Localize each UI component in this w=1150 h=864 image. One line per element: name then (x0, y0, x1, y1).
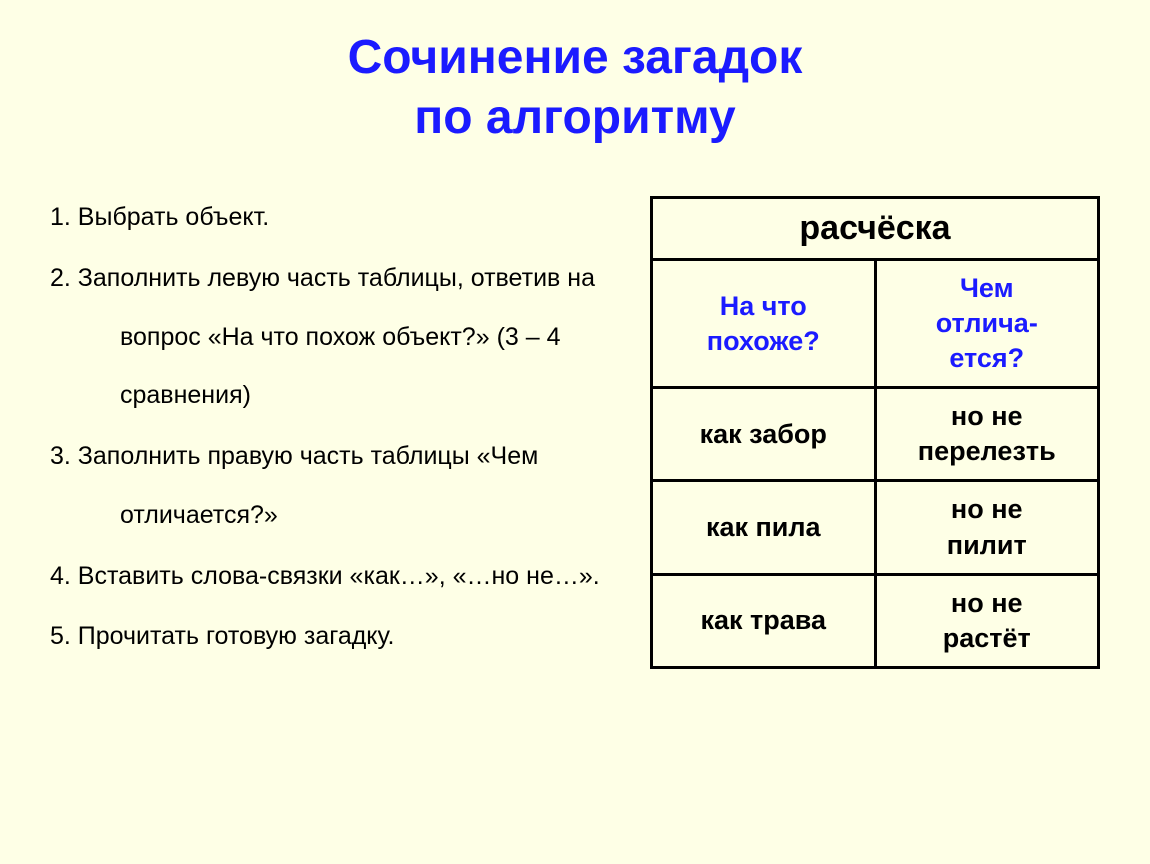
table-row: как трава но не растёт (652, 574, 1099, 667)
example-table-wrap: расчёска На что похоже? Чем отлича- ется… (650, 188, 1100, 669)
step-5: 5. Прочитать готовую загадку. (50, 607, 620, 666)
row1-right-l1: но не (951, 401, 1023, 431)
row3-right-l1: но не (951, 588, 1023, 618)
table-title: расчёска (799, 209, 950, 247)
riddle-table: расчёска На что похоже? Чем отлича- ется… (650, 196, 1100, 669)
table-row: как пила но не пилит (652, 481, 1099, 574)
row1-right-l2: перелезть (918, 436, 1056, 466)
table-header-row: На что похоже? Чем отлича- ется? (652, 260, 1099, 388)
step-3-text: 3. Заполнить правую часть таблицы «Чем о… (50, 442, 538, 529)
table-title-cell: расчёска (652, 198, 1099, 260)
col2-header: Чем отлича- ется? (875, 260, 1099, 388)
title-line-2: по алгоритму (414, 91, 735, 144)
row2-right: но не пилит (875, 481, 1099, 574)
row2-right-l1: но не (951, 494, 1023, 524)
row3-left: как трава (652, 574, 876, 667)
step-3: 3. Заполнить правую часть таблицы «Чем о… (50, 427, 620, 545)
row1-left-text: как забор (700, 419, 827, 449)
col2-l3: ется? (949, 343, 1024, 373)
step-4-text: 4. Вставить слова-связки «как…», «…но не… (50, 562, 600, 590)
title-line-1: Сочинение загадок (348, 31, 803, 84)
row3-left-text: как трава (700, 605, 826, 635)
row3-right-l2: растёт (943, 623, 1031, 653)
content-row: 1. Выбрать объект. 2. Заполнить левую ча… (50, 188, 1100, 669)
step-2: 2. Заполнить левую часть таблицы, ответи… (50, 249, 620, 425)
row2-left-text: как пила (706, 512, 821, 542)
step-1: 1. Выбрать объект. (50, 188, 620, 247)
col1-l1: На что (720, 291, 807, 321)
col1-l2: похоже? (707, 326, 820, 356)
row3-right: но не растёт (875, 574, 1099, 667)
step-2-text: 2. Заполнить левую часть таблицы, ответи… (50, 264, 595, 410)
step-5-text: 5. Прочитать готовую загадку. (50, 622, 394, 650)
steps-list: 1. Выбрать объект. 2. Заполнить левую ча… (50, 188, 620, 669)
step-1-text: 1. Выбрать объект. (50, 203, 269, 231)
col2-l2: отлича- (936, 308, 1038, 338)
row2-left: как пила (652, 481, 876, 574)
table-row: как забор но не перелезть (652, 388, 1099, 481)
col1-header: На что похоже? (652, 260, 876, 388)
row2-right-l2: пилит (947, 530, 1027, 560)
row1-left: как забор (652, 388, 876, 481)
table-title-row: расчёска (652, 198, 1099, 260)
step-4: 4. Вставить слова-связки «как…», «…но не… (50, 547, 620, 606)
slide: Сочинение загадок по алгоритму 1. Выбрат… (0, 0, 1150, 864)
col2-l1: Чем (960, 273, 1014, 303)
slide-title: Сочинение загадок по алгоритму (50, 28, 1100, 148)
row1-right: но не перелезть (875, 388, 1099, 481)
